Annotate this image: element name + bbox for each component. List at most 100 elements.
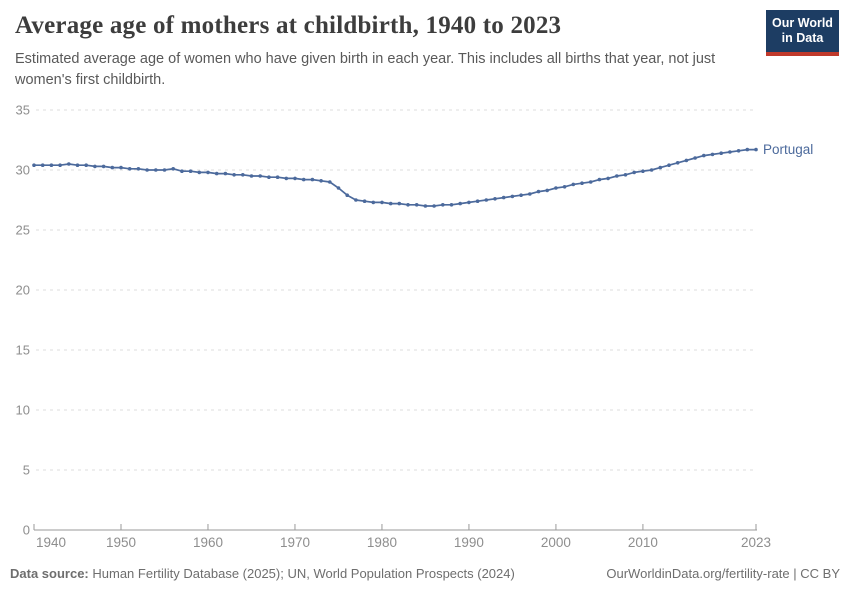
y-axis-tick-label: 10 xyxy=(16,403,30,418)
data-point xyxy=(449,203,454,207)
data-point xyxy=(510,194,515,199)
data-point xyxy=(275,175,280,179)
data-point xyxy=(554,186,558,190)
owid-logo-line1: Our World xyxy=(772,16,833,30)
data-point xyxy=(641,169,645,173)
data-point xyxy=(388,201,393,206)
series-label-portugal[interactable]: Portugal xyxy=(763,142,813,157)
data-point xyxy=(458,201,463,206)
series-line[interactable] xyxy=(34,148,756,207)
data-point xyxy=(58,163,62,167)
data-point xyxy=(345,193,350,197)
x-axis-tick-label: 1990 xyxy=(454,535,484,550)
footer-right: OurWorldinData.org/fertility-rate | CC B… xyxy=(606,566,840,581)
data-point xyxy=(380,200,384,205)
data-point xyxy=(319,179,323,183)
data-point xyxy=(406,203,410,207)
data-point xyxy=(710,152,715,157)
data-point xyxy=(536,189,541,194)
data-point xyxy=(667,163,671,167)
owid-logo[interactable]: Our World in Data xyxy=(766,10,839,56)
data-point xyxy=(171,167,175,171)
data-point xyxy=(93,164,97,169)
data-point xyxy=(649,168,654,172)
data-point xyxy=(214,171,219,176)
data-point xyxy=(40,163,45,167)
data-point xyxy=(632,170,636,175)
data-point xyxy=(623,173,628,177)
data-point xyxy=(328,180,332,184)
chart-url-link[interactable]: OurWorldinData.org/fertility-rate xyxy=(606,566,790,581)
data-point xyxy=(423,204,428,208)
chart-header: Average age of mothers at childbirth, 19… xyxy=(15,12,835,91)
data-point xyxy=(110,165,115,170)
y-axis-tick-label: 15 xyxy=(16,343,30,358)
data-point xyxy=(75,163,80,167)
data-point xyxy=(362,199,367,203)
data-point xyxy=(484,198,489,202)
data-point xyxy=(432,204,436,208)
data-point xyxy=(301,177,306,182)
data-point xyxy=(597,177,602,182)
data-point xyxy=(154,168,158,172)
y-axis-tick-label: 25 xyxy=(16,223,30,238)
data-point xyxy=(32,163,36,167)
data-point xyxy=(67,162,71,166)
data-point xyxy=(241,173,245,177)
x-axis-tick-label: 1970 xyxy=(280,535,310,550)
data-point xyxy=(562,185,567,189)
data-point xyxy=(267,175,271,179)
data-point xyxy=(136,167,141,171)
data-point xyxy=(354,198,358,202)
data-source-text: Human Fertility Database (2025); UN, Wor… xyxy=(92,566,515,581)
data-point xyxy=(371,200,376,205)
data-point xyxy=(702,153,706,158)
data-point xyxy=(162,168,167,172)
data-point xyxy=(615,174,619,178)
data-point xyxy=(736,149,741,153)
x-axis-tick-label: 1950 xyxy=(106,535,136,550)
footer-separator: | xyxy=(789,566,801,581)
x-axis-tick-label: 2023 xyxy=(741,535,771,550)
data-point xyxy=(310,177,315,182)
data-point xyxy=(180,169,184,173)
data-point xyxy=(258,174,263,178)
data-point xyxy=(101,164,106,169)
x-axis-tick-label: 1980 xyxy=(367,535,397,550)
data-point xyxy=(223,171,228,176)
data-point xyxy=(197,170,202,175)
data-point xyxy=(414,203,419,207)
data-point xyxy=(206,170,210,175)
owid-logo-line2: in Data xyxy=(781,31,824,45)
data-point xyxy=(684,158,689,163)
chart-footer: Data source: Human Fertility Database (2… xyxy=(10,566,840,581)
page-title: Average age of mothers at childbirth, 19… xyxy=(15,12,562,39)
data-point xyxy=(571,182,576,187)
data-source-label: Data source: xyxy=(10,566,89,581)
data-point xyxy=(528,192,532,196)
data-point xyxy=(519,193,523,197)
y-axis-tick-label: 5 xyxy=(23,463,30,478)
data-point xyxy=(145,168,149,172)
data-point xyxy=(293,176,297,181)
data-point xyxy=(249,174,254,178)
y-axis-tick-label: 35 xyxy=(16,103,30,118)
data-point xyxy=(580,181,584,185)
data-point xyxy=(501,195,506,200)
data-point xyxy=(754,147,758,152)
x-axis-tick-label: 2010 xyxy=(628,535,658,550)
data-point xyxy=(475,199,480,203)
data-point xyxy=(188,169,193,173)
data-source-note: Data source: Human Fertility Database (2… xyxy=(10,566,515,581)
data-point xyxy=(336,186,341,190)
y-axis-tick-label: 20 xyxy=(16,283,30,298)
data-point xyxy=(127,167,132,171)
data-point xyxy=(397,201,402,206)
data-point xyxy=(745,147,750,152)
data-point xyxy=(441,203,445,207)
data-point xyxy=(284,176,289,181)
license-label: CC BY xyxy=(800,566,840,581)
portugal-line-series[interactable] xyxy=(32,147,758,208)
data-point xyxy=(606,176,610,181)
